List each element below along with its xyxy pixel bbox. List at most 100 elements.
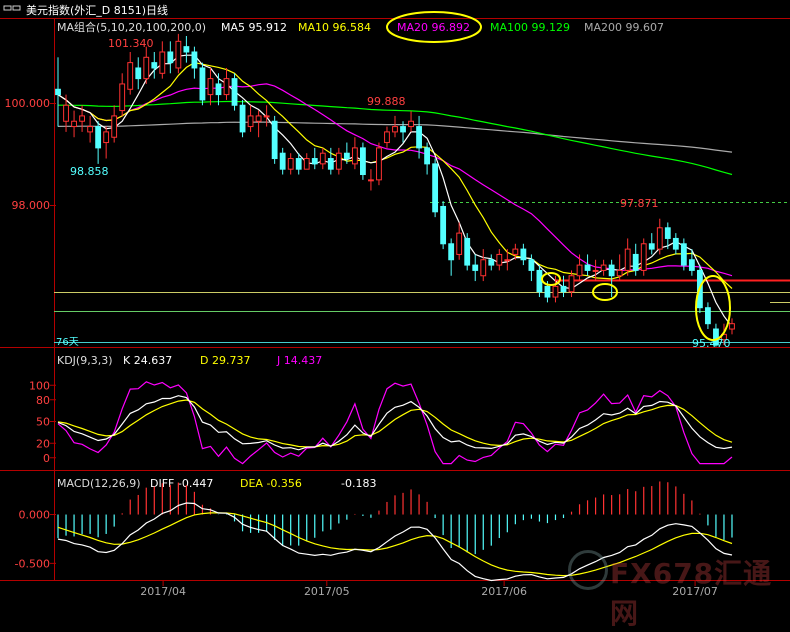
candle[interactable] [409, 111, 414, 132]
candle[interactable] [88, 116, 93, 143]
candle-body [88, 127, 93, 132]
candle[interactable] [730, 318, 735, 334]
candle[interactable] [280, 148, 285, 175]
candle[interactable] [473, 254, 478, 281]
candle[interactable] [585, 254, 590, 275]
candle[interactable] [497, 249, 502, 270]
candle[interactable] [240, 100, 245, 137]
candle[interactable] [657, 219, 662, 255]
candle[interactable] [377, 143, 382, 186]
candle-body [256, 116, 261, 121]
candle-body [609, 265, 614, 276]
candle[interactable] [192, 47, 197, 79]
candle[interactable] [128, 52, 133, 95]
candle[interactable] [288, 153, 293, 174]
candle-body [593, 270, 598, 271]
candle[interactable] [360, 143, 365, 180]
candle[interactable] [449, 238, 454, 275]
y-tick-100: 100.000 [5, 97, 51, 110]
kdj-k-line [58, 396, 732, 450]
candle[interactable] [393, 116, 398, 137]
macd-lines [58, 503, 732, 581]
candle[interactable] [352, 137, 357, 169]
candle-body [344, 153, 349, 158]
candle-body [577, 265, 582, 276]
candle-body [320, 153, 325, 164]
candle-body [200, 68, 205, 100]
candle[interactable] [649, 233, 654, 254]
candle[interactable] [577, 254, 582, 281]
candle[interactable] [200, 63, 205, 106]
candle[interactable] [465, 233, 470, 270]
candle-body [553, 286, 558, 297]
ma5-legend: MA5 95.912 [221, 21, 287, 34]
candle[interactable] [120, 73, 125, 116]
candle[interactable] [168, 41, 173, 73]
ma100-legend: MA100 99.129 [490, 21, 570, 34]
candle[interactable] [256, 111, 261, 138]
candle[interactable] [224, 68, 229, 100]
candle[interactable] [144, 47, 149, 84]
candle[interactable] [312, 148, 317, 169]
candle[interactable] [601, 260, 606, 276]
candle[interactable] [521, 244, 526, 265]
candle[interactable] [248, 105, 253, 132]
candle-body [385, 132, 390, 143]
candle[interactable] [272, 116, 277, 164]
macd-legend-label: MACD(12,26,9) [57, 477, 141, 490]
candle[interactable] [304, 153, 309, 169]
annotation-high1: 101.340 [108, 37, 154, 50]
kdj-legend-d: D 29.737 [200, 354, 250, 367]
candle-body [352, 148, 357, 164]
candle-body [184, 47, 189, 52]
x-tick-label: 2017/06 [481, 585, 527, 598]
candle-body [216, 84, 221, 95]
candle-body [409, 121, 414, 126]
kdj-legend-k: K 24.637 [123, 354, 172, 367]
candle[interactable] [641, 238, 646, 275]
kdj-tick-label: 80 [36, 394, 50, 407]
kdj-legend-j: J 14.437 [276, 354, 322, 367]
candle[interactable] [232, 73, 237, 110]
candle[interactable] [72, 111, 77, 138]
candle[interactable] [489, 254, 494, 270]
candle[interactable] [136, 57, 141, 89]
candle[interactable] [481, 249, 486, 281]
candle[interactable] [208, 68, 213, 105]
candle[interactable] [184, 36, 189, 63]
candle[interactable] [561, 276, 566, 297]
candle[interactable] [176, 34, 181, 73]
candle[interactable] [112, 105, 117, 142]
candle[interactable] [625, 238, 630, 275]
candle[interactable] [104, 127, 109, 159]
candle[interactable] [385, 127, 390, 148]
candle[interactable] [320, 148, 325, 169]
candle[interactable] [505, 249, 510, 270]
candle-body [72, 121, 77, 126]
candle-body [160, 52, 165, 73]
candle[interactable] [96, 121, 101, 164]
candle-body [673, 238, 678, 249]
candle[interactable] [369, 169, 374, 190]
candle[interactable] [56, 57, 61, 126]
window-icon[interactable] [4, 6, 20, 10]
candle[interactable] [160, 41, 165, 78]
candle[interactable] [152, 52, 157, 79]
candle[interactable] [216, 73, 221, 105]
candle[interactable] [441, 201, 446, 249]
ma10-legend: MA10 96.584 [298, 21, 371, 34]
candle-body [513, 249, 518, 254]
ma200-legend: MA200 99.607 [584, 21, 664, 34]
candle[interactable] [673, 233, 678, 254]
stock-chart[interactable]: 美元指数(外汇_D 8151)日线 MA组合(5,10,20,100,200,0… [0, 0, 790, 601]
candle[interactable] [336, 148, 341, 175]
candle-body [521, 249, 526, 260]
candle-body [585, 265, 590, 270]
macd-diff-line [58, 503, 732, 581]
candle-body [377, 148, 382, 180]
candle-body [232, 79, 237, 106]
macd-panel: MACD(12,26,9) DIFF -0.447 DEA -0.356 -0.… [15, 477, 732, 581]
candle[interactable] [433, 159, 438, 218]
candle[interactable] [264, 105, 269, 126]
candle[interactable] [706, 302, 711, 329]
